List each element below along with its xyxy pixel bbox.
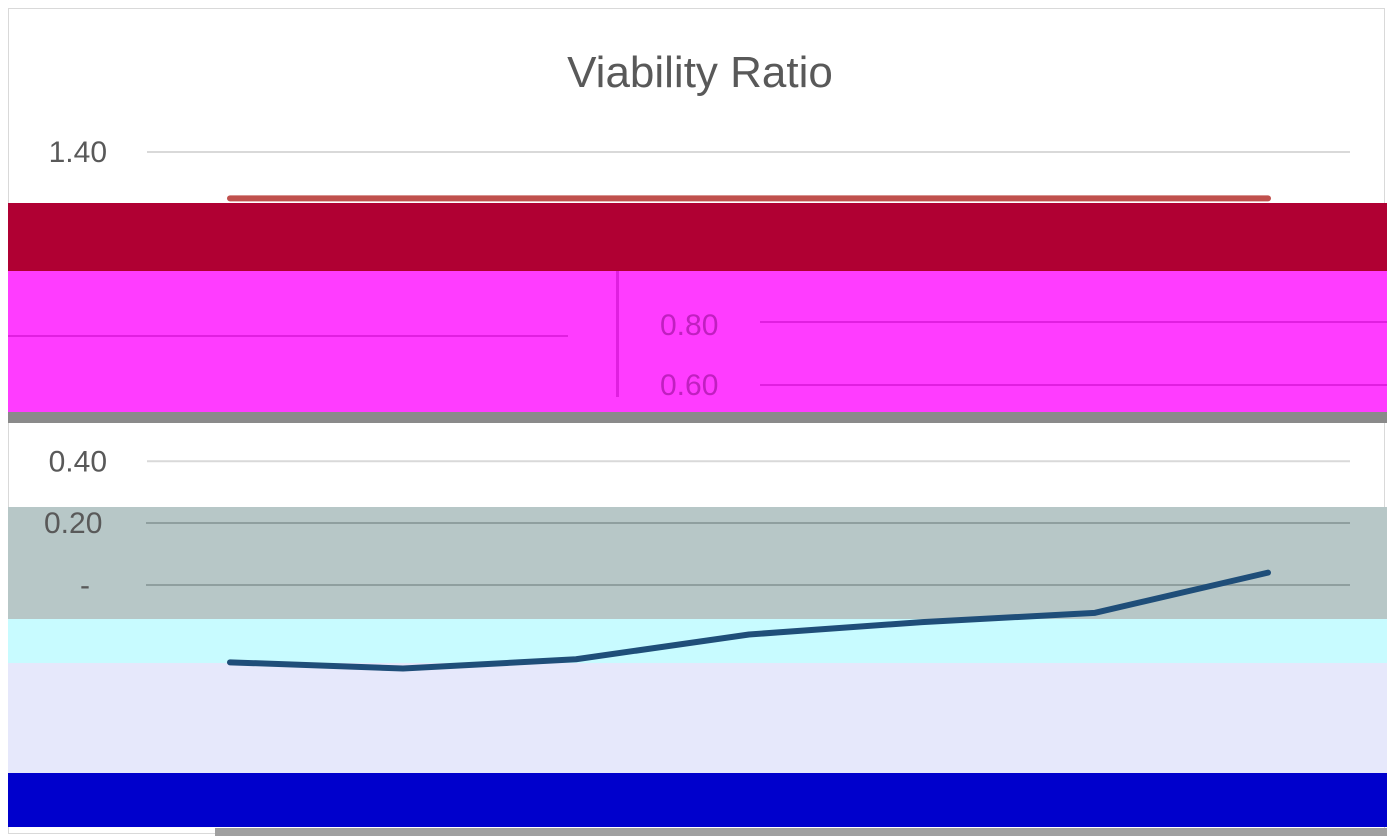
overlay-band-cyan [8, 619, 1387, 663]
overlay-tick-020: 0.20 [44, 507, 103, 540]
overlay-gridline [146, 522, 1350, 524]
overlay-gridline [146, 584, 1350, 586]
chart-title: Viability Ratio [567, 48, 833, 97]
y-tick-label: 0.40 [49, 445, 107, 478]
overlay-band-bottom [215, 828, 1387, 836]
overlay-tick-zero: - [80, 569, 90, 602]
overlay-band-red [8, 203, 1387, 271]
overlay-tick-080: 0.80 [660, 309, 719, 342]
overlay-band-teal: 0.20 - [8, 507, 1387, 619]
overlay-gridline [760, 321, 1387, 323]
overlay-band-gray [8, 412, 1387, 423]
overlay-gridline [8, 335, 568, 337]
overlay-gridline [760, 384, 1387, 386]
overlay-divider [616, 271, 619, 397]
y-tick-label: 1.40 [49, 136, 107, 169]
overlay-tick-060: 0.60 [660, 369, 719, 402]
overlay-band-lavender [8, 663, 1387, 773]
overlay-band-blue [8, 773, 1387, 827]
overlay-band-magenta: 0.80 0.60 [8, 271, 1387, 412]
